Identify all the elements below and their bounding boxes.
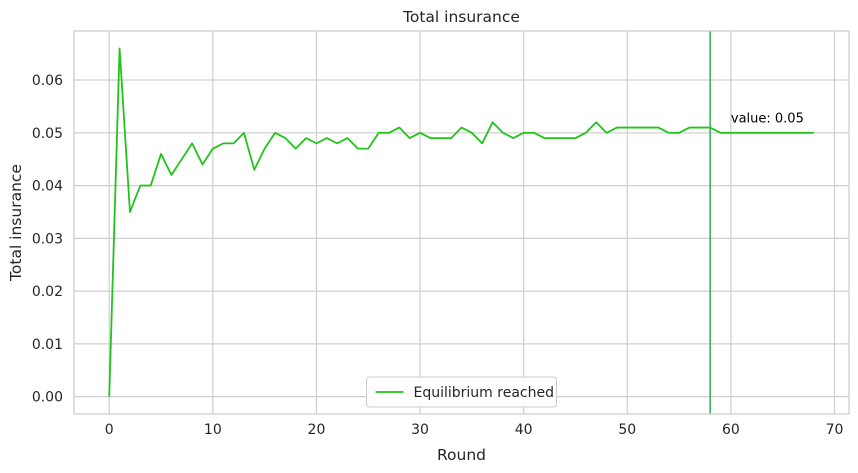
series-line-equilibrium-reached [108,47,814,397]
y-tick-label: 0.05 [32,126,63,142]
y-tick-label: 0.06 [32,73,63,89]
y-axis-label: Total insurance [7,164,25,282]
legend: Equilibrium reached [366,376,557,408]
x-tick-label: 10 [204,422,222,438]
legend-label: Equilibrium reached [414,385,554,401]
tick-labels: 0 10 20 30 40 50 60 70 0.00 0.01 0.02 0.03 0.04 0.05 0… [32,73,844,438]
x-tick-label: 60 [722,422,740,438]
y-tick-label: 0.04 [32,179,63,195]
chart-title: Total insurance [402,8,520,26]
y-tick-label: 0.03 [32,231,63,247]
x-tick-label: 20 [308,422,326,438]
plot-area [108,31,814,414]
y-tick-label: 0.02 [32,284,63,300]
x-tick-label: 70 [826,422,844,438]
legend-box [366,376,557,408]
x-tick-label: 40 [515,422,533,438]
value-annotation: value: 0.05 [731,111,804,126]
x-tick-label: 50 [618,422,636,438]
plot-frame [73,30,850,415]
x-tick-label: 30 [411,422,429,438]
y-tick-label: 0.00 [32,390,63,406]
grid [74,31,849,414]
x-tick-label: 0 [105,422,114,438]
x-axis-label: Round [437,446,486,464]
y-tick-label: 0.01 [32,337,63,353]
